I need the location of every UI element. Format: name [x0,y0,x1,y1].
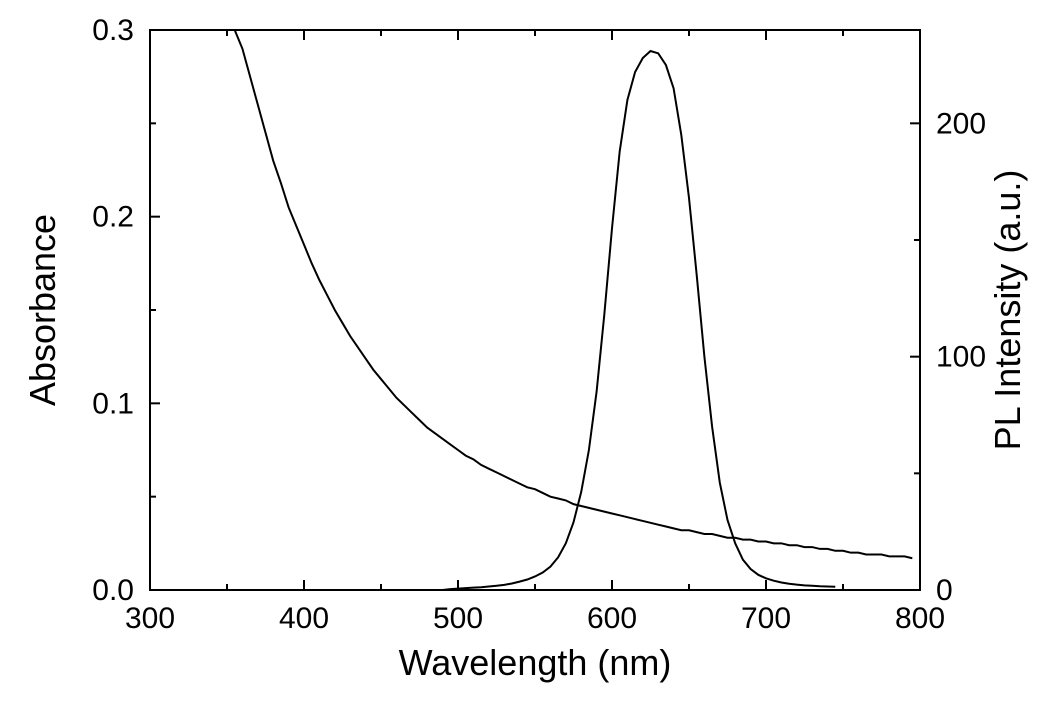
yl-tick-label: 0.1 [92,387,134,420]
yl-tick-label: 0.3 [92,14,134,47]
chart-svg: 3004005006007008000.00.10.20.30100200Wav… [0,0,1039,710]
yr-tick-label: 200 [936,107,986,140]
yr-tick-label: 0 [936,574,953,607]
yr-tick-label: 100 [936,341,986,374]
spectrum-chart: 3004005006007008000.00.10.20.30100200Wav… [0,0,1039,710]
x-tick-label: 400 [279,602,329,635]
x-tick-label: 500 [433,602,483,635]
x-axis-label: Wavelength (nm) [399,642,672,683]
yl-tick-label: 0.0 [92,574,134,607]
yl-tick-label: 0.2 [92,201,134,234]
yl-axis-label: Absorbance [22,214,63,406]
x-tick-label: 600 [587,602,637,635]
x-tick-label: 700 [741,602,791,635]
yr-axis-label: PL Intensity (a.u.) [987,170,1028,451]
